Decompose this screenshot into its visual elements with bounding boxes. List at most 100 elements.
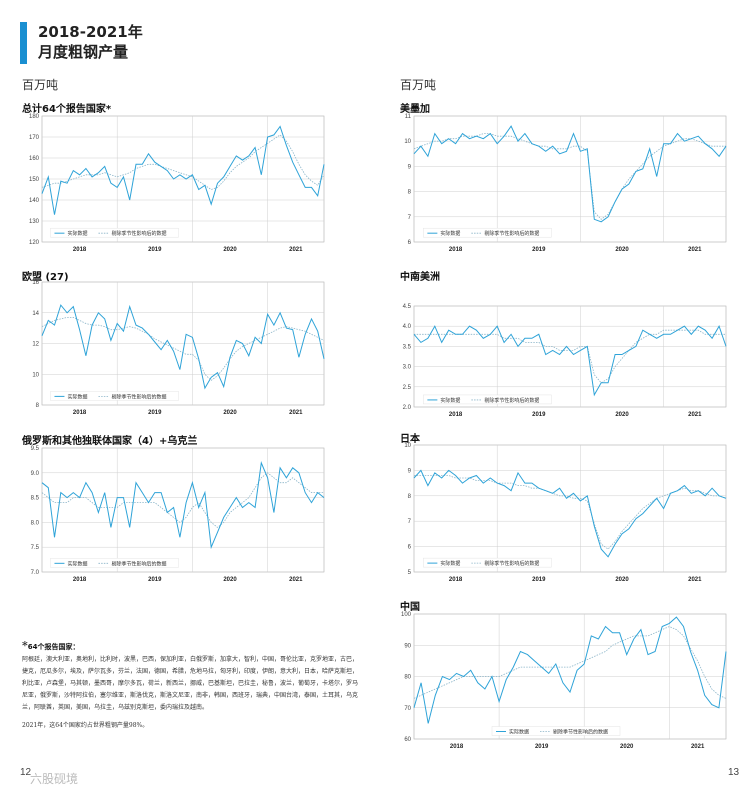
y-tick-label: 4.5 <box>403 304 412 310</box>
y-tick-label: 8 <box>408 494 412 500</box>
chart-total-64: 120 130 140 150 160 170 180 2018 2019 2020 2021 实际数… <box>29 114 325 253</box>
y-tick-label: 80 <box>404 675 411 681</box>
legend-box <box>50 558 179 568</box>
x-tick-label: 2020 <box>615 412 629 418</box>
x-tick-label: 2020 <box>223 410 237 416</box>
plot-area <box>41 447 325 573</box>
page-title-line1: 2018-2021年 <box>38 23 143 41</box>
footnote-title: 64个报告国家： <box>27 643 80 651</box>
x-tick-label: 2018 <box>73 247 87 253</box>
x-tick-label: 2020 <box>615 577 629 583</box>
page-number-right: 13 <box>728 767 740 778</box>
y-tick-label: 8 <box>408 190 412 196</box>
y-tick-label: 10 <box>32 372 39 378</box>
chart-japan: 5 6 7 8 9 10 2018 2019 2020 2021 实际数据 剔除季节性影响后的数据 <box>404 443 727 583</box>
y-tick-label: 140 <box>29 198 40 204</box>
chart-title-usmca: 美墨加 <box>400 104 430 115</box>
x-tick-label: 2020 <box>223 247 237 253</box>
y-tick-label: 2.0 <box>403 405 412 411</box>
y-tick-label: 10 <box>404 139 411 145</box>
x-tick-label: 2018 <box>73 577 87 583</box>
x-tick-label: 2020 <box>620 744 634 750</box>
y-tick-label: 9 <box>408 468 412 474</box>
series-line-adjusted <box>413 626 727 699</box>
x-tick-label: 2019 <box>532 577 546 583</box>
chart-eu27: 8 10 12 14 16 2018 2019 2020 2021 实际数据 剔除季节性影响后的数据 <box>32 280 325 416</box>
y-tick-label: 10 <box>404 443 411 449</box>
chart-usmca: 6 7 8 9 10 11 2018 2019 2020 2021 实际数据 剔除季节性影响后的数据 <box>404 114 727 253</box>
chart-title-latam: 中南美洲 <box>400 272 440 283</box>
y-tick-label: 9.5 <box>31 446 40 452</box>
y-tick-label: 130 <box>29 219 40 225</box>
y-tick-label: 11 <box>405 114 412 120</box>
y-tick-label: 9 <box>408 164 412 170</box>
legend-label-adjusted: 剔除季节性影响后的数据 <box>484 560 539 567</box>
legend-box <box>423 227 552 238</box>
y-tick-label: 2.5 <box>403 385 412 391</box>
y-tick-label: 160 <box>29 156 40 162</box>
plot-area <box>413 305 727 408</box>
unit-label-right: 百万吨 <box>400 78 437 92</box>
unit-label-left: 百万吨 <box>22 78 59 92</box>
plot-area <box>413 444 727 573</box>
x-tick-label: 2021 <box>688 247 702 253</box>
chart-china: 60 70 80 90 100 2018 2019 2020 2021 实际数据 剔除季节性影响后的… <box>401 612 727 750</box>
watermark: 六股砚境 <box>30 772 79 786</box>
series-line-actual <box>41 125 325 215</box>
legend-box <box>50 391 179 401</box>
x-tick-label: 2018 <box>73 410 87 416</box>
x-tick-label: 2021 <box>289 247 303 253</box>
series-line-adjusted <box>414 475 727 550</box>
legend-label-adjusted: 剔除季节性影响后的数据 <box>111 393 166 400</box>
y-tick-label: 12 <box>32 342 39 348</box>
legend-box <box>491 726 621 736</box>
x-tick-label: 2019 <box>532 412 546 418</box>
x-tick-label: 2019 <box>148 410 162 416</box>
footnote: *64个报告国家： 阿根廷，澳大利亚，奥地利，比利时，波黑，巴西，保加利亚，白俄… <box>22 640 362 732</box>
series-line-actual <box>41 304 325 390</box>
y-tick-label: 7 <box>408 519 412 525</box>
y-tick-label: 9.0 <box>31 471 40 477</box>
x-tick-label: 2021 <box>289 410 303 416</box>
y-tick-label: 4.0 <box>403 324 412 330</box>
chart-title-japan: 日本 <box>400 434 420 445</box>
series-line-actual <box>413 324 727 397</box>
y-tick-label: 60 <box>404 737 411 743</box>
series-line-actual <box>413 125 727 223</box>
x-tick-label: 2018 <box>450 744 464 750</box>
y-tick-label: 120 <box>29 240 40 246</box>
series-line-actual <box>413 469 727 558</box>
series-line-actual <box>413 616 727 724</box>
series-line-adjusted <box>41 134 325 190</box>
legend-box <box>423 394 552 405</box>
y-tick-label: 7.5 <box>31 545 40 551</box>
x-tick-label: 2018 <box>449 412 463 418</box>
x-tick-label: 2021 <box>688 412 702 418</box>
y-tick-label: 3.0 <box>403 365 412 371</box>
y-tick-label: 7 <box>408 215 412 221</box>
legend-label-actual: 实际数据 <box>67 560 87 567</box>
y-tick-label: 170 <box>29 135 40 141</box>
legend-label-actual: 实际数据 <box>67 393 87 400</box>
y-tick-label: 6 <box>408 545 412 551</box>
y-tick-label: 8.5 <box>31 496 40 502</box>
header-accent-bar <box>20 22 27 64</box>
x-tick-label: 2021 <box>688 577 702 583</box>
legend-label-adjusted: 剔除季节性影响后的数据 <box>484 230 539 237</box>
y-tick-label: 100 <box>401 612 412 618</box>
legend-label-adjusted: 剔除季节性影响后的数据 <box>111 230 166 237</box>
legend-label-actual: 实际数据 <box>440 230 460 237</box>
x-tick-label: 2019 <box>535 744 549 750</box>
y-tick-label: 180 <box>29 114 40 120</box>
x-tick-label: 2021 <box>691 744 705 750</box>
legend-box <box>50 227 179 238</box>
x-tick-label: 2019 <box>148 577 162 583</box>
y-tick-label: 14 <box>32 311 39 317</box>
x-tick-label: 2019 <box>532 247 546 253</box>
chart-cis-ukraine: 7.0 7.5 8.0 8.5 9.0 9.5 2018 2019 2020 2021 实际数据 剔除… <box>31 446 325 583</box>
series-line-actual <box>41 461 325 550</box>
y-tick-label: 3.5 <box>403 344 412 350</box>
legend-label-adjusted: 剔除季节性影响后的数据 <box>553 729 608 736</box>
x-tick-label: 2018 <box>449 247 463 253</box>
y-tick-label: 150 <box>29 177 40 183</box>
